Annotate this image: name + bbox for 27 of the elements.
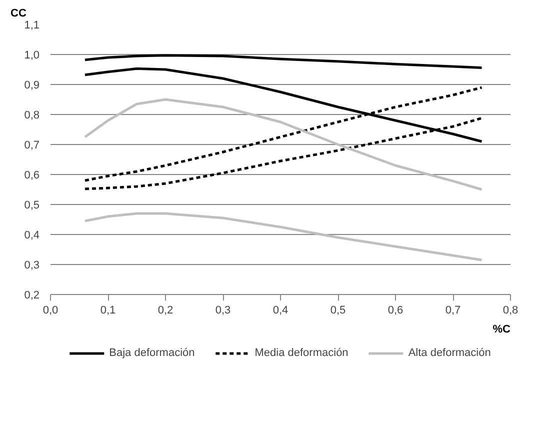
line-series (84, 98, 483, 191)
x-tick-label: 0,8 (502, 304, 518, 316)
legend-label: Media deformación (254, 347, 348, 359)
y-tick-label: 1,1 (24, 20, 40, 32)
y-tick-label: 0,3 (24, 260, 40, 272)
x-tick-label: 0,2 (158, 304, 174, 316)
line-series (84, 54, 483, 69)
y-tick-label: 0,8 (24, 110, 40, 122)
legend-label: Alta deformación (408, 347, 491, 359)
y-tick-label: 0,9 (24, 80, 40, 92)
x-tick-label: 0,1 (100, 304, 116, 316)
legend-label: Baja deformación (109, 347, 195, 359)
y-tick-label: 1,0 (24, 50, 40, 62)
y-tick-label: 0,2 (24, 290, 40, 302)
y-tick-label: 0,6 (24, 170, 40, 182)
line-series (84, 212, 483, 262)
y-tick-label: 0,5 (24, 200, 40, 212)
y-axis-title: CC (10, 8, 26, 20)
x-tick-label: 0,7 (445, 304, 461, 316)
x-tick-label: 0,4 (272, 304, 288, 316)
y-tick-label: 0,7 (24, 140, 40, 152)
x-axis-title: %C (492, 324, 511, 336)
y-tick-label: 0,4 (24, 230, 40, 242)
x-tick-label: 0,0 (42, 304, 58, 316)
x-tick-label: 0,3 (215, 304, 231, 316)
x-tick-label: 0,6 (388, 304, 404, 316)
x-tick-label: 0,5 (330, 304, 346, 316)
